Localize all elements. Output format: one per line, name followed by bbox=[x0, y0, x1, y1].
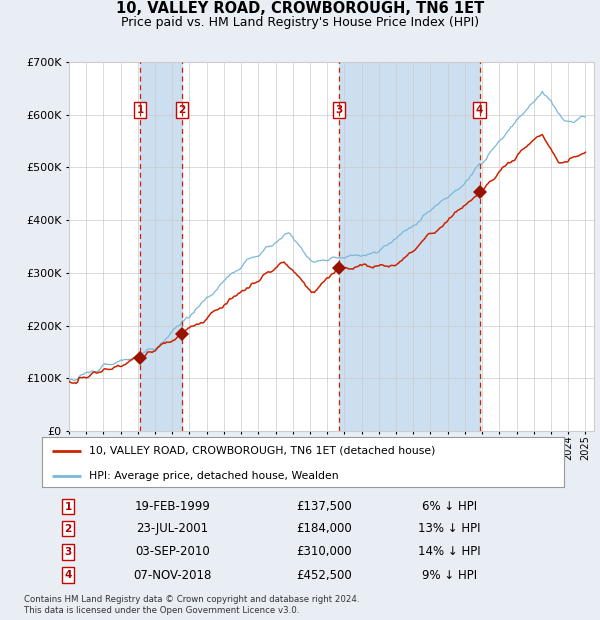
Text: This data is licensed under the Open Government Licence v3.0.: This data is licensed under the Open Gov… bbox=[24, 606, 299, 616]
Text: 10, VALLEY ROAD, CROWBOROUGH, TN6 1ET (detached house): 10, VALLEY ROAD, CROWBOROUGH, TN6 1ET (d… bbox=[89, 446, 436, 456]
Text: 10, VALLEY ROAD, CROWBOROUGH, TN6 1ET: 10, VALLEY ROAD, CROWBOROUGH, TN6 1ET bbox=[116, 1, 484, 16]
Text: 07-NOV-2018: 07-NOV-2018 bbox=[133, 569, 212, 582]
Text: 1: 1 bbox=[136, 105, 144, 115]
Text: 1: 1 bbox=[64, 502, 72, 512]
Text: £452,500: £452,500 bbox=[296, 569, 352, 582]
Text: HPI: Average price, detached house, Wealden: HPI: Average price, detached house, Weal… bbox=[89, 471, 338, 480]
Text: 4: 4 bbox=[476, 105, 483, 115]
Bar bbox=[140, 62, 182, 431]
Text: £137,500: £137,500 bbox=[296, 500, 352, 513]
Text: 03-SEP-2010: 03-SEP-2010 bbox=[135, 546, 210, 559]
Text: 3: 3 bbox=[64, 547, 72, 557]
Text: 14% ↓ HPI: 14% ↓ HPI bbox=[418, 546, 481, 559]
Text: 23-JUL-2001: 23-JUL-2001 bbox=[136, 522, 209, 535]
Text: Price paid vs. HM Land Registry's House Price Index (HPI): Price paid vs. HM Land Registry's House … bbox=[121, 16, 479, 29]
Text: 6% ↓ HPI: 6% ↓ HPI bbox=[422, 500, 477, 513]
Text: 4: 4 bbox=[64, 570, 72, 580]
Text: 3: 3 bbox=[335, 105, 343, 115]
Text: 9% ↓ HPI: 9% ↓ HPI bbox=[422, 569, 477, 582]
Text: 2: 2 bbox=[64, 524, 72, 534]
Text: Contains HM Land Registry data © Crown copyright and database right 2024.: Contains HM Land Registry data © Crown c… bbox=[24, 595, 359, 604]
Text: £184,000: £184,000 bbox=[296, 522, 352, 535]
Text: 13% ↓ HPI: 13% ↓ HPI bbox=[418, 522, 481, 535]
Bar bbox=[339, 62, 479, 431]
Text: 19-FEB-1999: 19-FEB-1999 bbox=[134, 500, 211, 513]
Text: 2: 2 bbox=[178, 105, 185, 115]
Text: £310,000: £310,000 bbox=[296, 546, 352, 559]
